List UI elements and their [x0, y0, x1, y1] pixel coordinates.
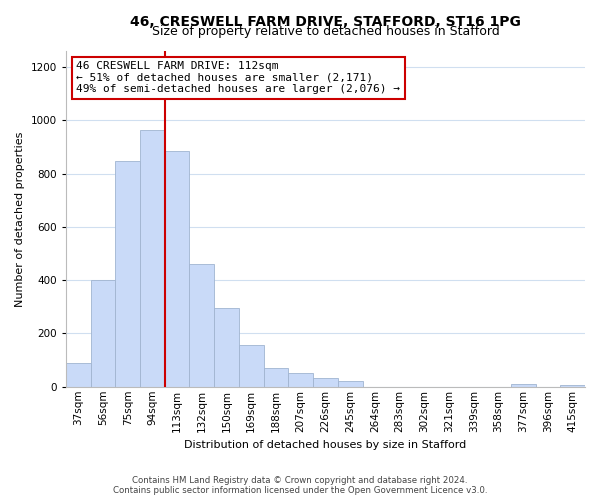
- Text: Size of property relative to detached houses in Stafford: Size of property relative to detached ho…: [152, 24, 499, 38]
- Text: 46 CRESWELL FARM DRIVE: 112sqm
← 51% of detached houses are smaller (2,171)
49% : 46 CRESWELL FARM DRIVE: 112sqm ← 51% of …: [76, 61, 400, 94]
- Text: Contains HM Land Registry data © Crown copyright and database right 2024.
Contai: Contains HM Land Registry data © Crown c…: [113, 476, 487, 495]
- Bar: [91, 280, 115, 387]
- Bar: [338, 382, 362, 387]
- Bar: [289, 374, 313, 387]
- Bar: [239, 344, 263, 387]
- Bar: [140, 130, 165, 387]
- Bar: [263, 368, 289, 387]
- Title: 46, CRESWELL FARM DRIVE, STAFFORD, ST16 1PG: 46, CRESWELL FARM DRIVE, STAFFORD, ST16 …: [130, 15, 521, 29]
- Y-axis label: Number of detached properties: Number of detached properties: [15, 131, 25, 306]
- Bar: [165, 152, 190, 387]
- Bar: [511, 384, 536, 387]
- Bar: [66, 363, 91, 387]
- X-axis label: Distribution of detached houses by size in Stafford: Distribution of detached houses by size …: [184, 440, 467, 450]
- Bar: [214, 308, 239, 387]
- Bar: [190, 264, 214, 387]
- Bar: [313, 378, 338, 387]
- Bar: [560, 384, 585, 387]
- Bar: [115, 161, 140, 387]
